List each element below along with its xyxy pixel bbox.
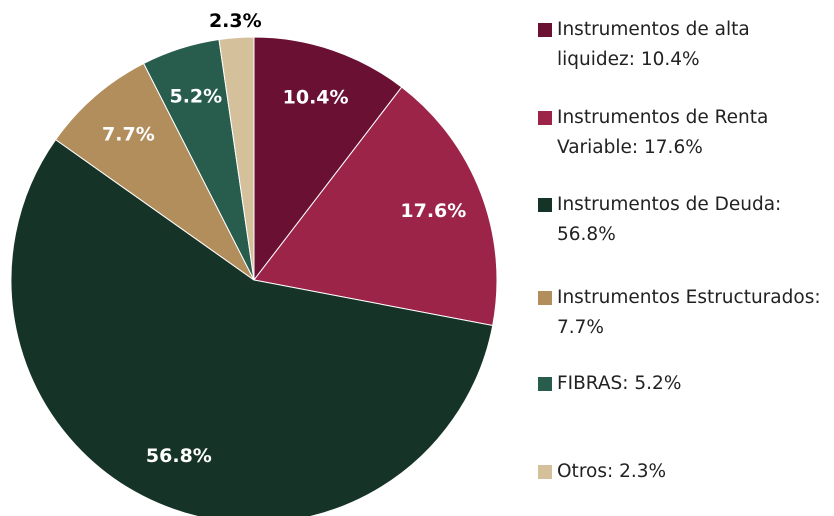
legend-swatch [538, 377, 552, 391]
data-label: 7.7% [102, 123, 155, 145]
legend-swatch [538, 111, 552, 125]
legend-swatch [538, 23, 552, 37]
legend-label: Instrumentos de Deuda: 56.8% [557, 194, 782, 245]
pie-slice [10, 138, 494, 516]
pie-slice [253, 86, 498, 327]
data-label: 56.8% [146, 445, 212, 467]
legend-item: Instrumentos de alta liquidez: 10.4% [538, 15, 830, 75]
legend-label: Instrumentos de Renta Variable: 17.6% [557, 107, 769, 158]
data-label: 10.4% [283, 87, 349, 109]
legend-swatch [538, 291, 552, 305]
legend-item: FIBRAS: 5.2% [538, 369, 830, 399]
legend-item: Otros: 2.3% [538, 457, 830, 487]
legend-item: Instrumentos de Renta Variable: 17.6% [538, 103, 830, 163]
legend-label: Otros: 2.3% [557, 461, 667, 482]
legend-label: FIBRAS: 5.2% [557, 373, 682, 394]
pie-slice [218, 36, 255, 281]
data-label: 17.6% [400, 200, 466, 222]
legend-label: Instrumentos de alta liquidez: 10.4% [557, 19, 750, 70]
data-label: 2.3% [209, 10, 262, 32]
legend-item: Instrumentos Estructurados: 7.7% [538, 283, 830, 343]
data-label: 5.2% [169, 86, 222, 108]
legend-swatch [538, 465, 552, 479]
legend-item: Instrumentos de Deuda: 56.8% [538, 190, 830, 250]
legend-swatch [538, 198, 552, 212]
pie-slice [54, 62, 255, 281]
pie-slice [253, 36, 403, 282]
legend-label: Instrumentos Estructurados: 7.7% [557, 287, 821, 338]
